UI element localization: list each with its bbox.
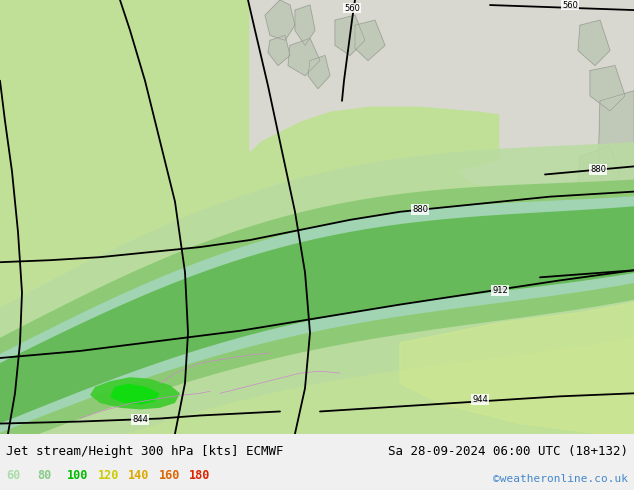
Polygon shape [578,146,620,196]
Polygon shape [0,179,634,449]
Polygon shape [308,55,330,89]
Polygon shape [355,20,385,60]
Polygon shape [265,0,295,40]
Text: 80: 80 [37,468,51,482]
Polygon shape [295,5,315,46]
Polygon shape [578,20,610,66]
Text: 160: 160 [158,468,180,482]
Polygon shape [0,0,634,434]
Text: 140: 140 [128,468,150,482]
Polygon shape [590,66,625,111]
Text: 880: 880 [590,165,606,174]
Polygon shape [90,377,180,410]
Text: ©weatheronline.co.uk: ©weatheronline.co.uk [493,474,628,484]
Polygon shape [598,91,634,187]
Polygon shape [268,35,290,66]
Text: 944: 944 [472,395,488,404]
Polygon shape [0,206,634,423]
Polygon shape [335,15,365,55]
Polygon shape [0,196,634,433]
Text: 560: 560 [344,3,360,13]
Text: Jet stream/Height 300 hPa [kts] ECMWF: Jet stream/Height 300 hPa [kts] ECMWF [6,445,284,458]
Text: 912: 912 [492,286,508,295]
Text: 120: 120 [98,468,119,482]
Polygon shape [110,384,160,405]
Polygon shape [250,0,634,151]
Polygon shape [288,38,320,75]
Text: 180: 180 [189,468,210,482]
Polygon shape [0,142,634,479]
Text: 844: 844 [132,415,148,424]
Text: Sa 28-09-2024 06:00 UTC (18+132): Sa 28-09-2024 06:00 UTC (18+132) [387,445,628,458]
Text: 60: 60 [6,468,20,482]
Polygon shape [400,302,634,434]
Text: 100: 100 [67,468,89,482]
Text: 560: 560 [562,0,578,9]
Text: 880: 880 [412,205,428,214]
Polygon shape [460,0,634,202]
